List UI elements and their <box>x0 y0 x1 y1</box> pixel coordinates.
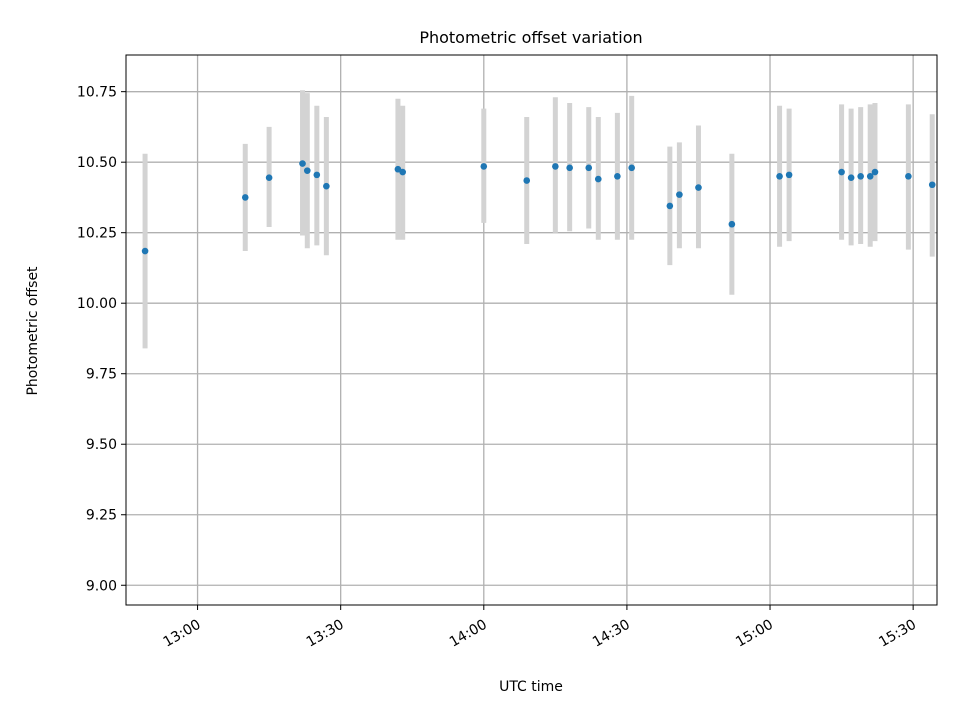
grid <box>126 55 937 605</box>
data-point <box>676 191 683 198</box>
x-tick-label: 14:00 <box>447 617 490 651</box>
data-point <box>928 181 936 189</box>
data-point <box>871 168 879 176</box>
data-point <box>847 174 855 181</box>
x-tick-label: 13:00 <box>161 617 204 651</box>
data-point <box>141 247 149 255</box>
data-point <box>394 165 402 173</box>
y-tick-label: 9.75 <box>86 367 117 383</box>
chart-title: Photometric offset variation <box>419 28 642 47</box>
data-point <box>313 171 321 179</box>
data-point <box>594 175 602 183</box>
data-point <box>399 168 406 176</box>
data-points <box>141 160 936 255</box>
data-point <box>480 163 488 170</box>
data-point <box>299 160 306 167</box>
plot-frame <box>125 54 938 606</box>
axis-ticks: 13:0013:3014:0014:3015:0015:3016:0016:30… <box>77 85 919 651</box>
y-tick-label: 9.50 <box>86 437 117 453</box>
data-point <box>552 163 559 170</box>
data-point <box>566 164 573 172</box>
y-tick-label: 9.25 <box>86 508 117 524</box>
data-point <box>857 172 864 180</box>
y-tick-label: 10.25 <box>77 226 117 242</box>
data-point <box>523 177 531 184</box>
data-point <box>838 168 845 176</box>
y-tick-label: 10.75 <box>77 85 117 101</box>
data-point <box>776 172 783 180</box>
data-point <box>265 174 273 181</box>
data-point <box>628 164 635 172</box>
data-point <box>303 167 311 174</box>
data-point <box>866 172 874 180</box>
data-point <box>323 182 330 190</box>
y-tick-label: 9.00 <box>86 578 117 594</box>
x-tick-label: 15:30 <box>876 617 919 651</box>
data-point <box>785 171 793 179</box>
x-tick-label: 15:00 <box>733 617 776 651</box>
data-point <box>695 184 702 191</box>
data-point <box>905 172 912 180</box>
y-axis-label: Photometric offset <box>25 266 41 396</box>
x-tick-label: 14:30 <box>590 617 633 651</box>
error-bars <box>142 90 935 349</box>
data-point <box>241 194 249 201</box>
data-point <box>585 164 593 172</box>
x-tick-label: 13:30 <box>304 617 347 651</box>
y-tick-label: 10.50 <box>77 155 117 171</box>
data-point <box>614 172 621 180</box>
y-tick-label: 10.00 <box>77 296 117 312</box>
data-point <box>728 220 736 228</box>
data-point <box>666 202 674 210</box>
x-axis-label: UTC time <box>499 679 563 695</box>
